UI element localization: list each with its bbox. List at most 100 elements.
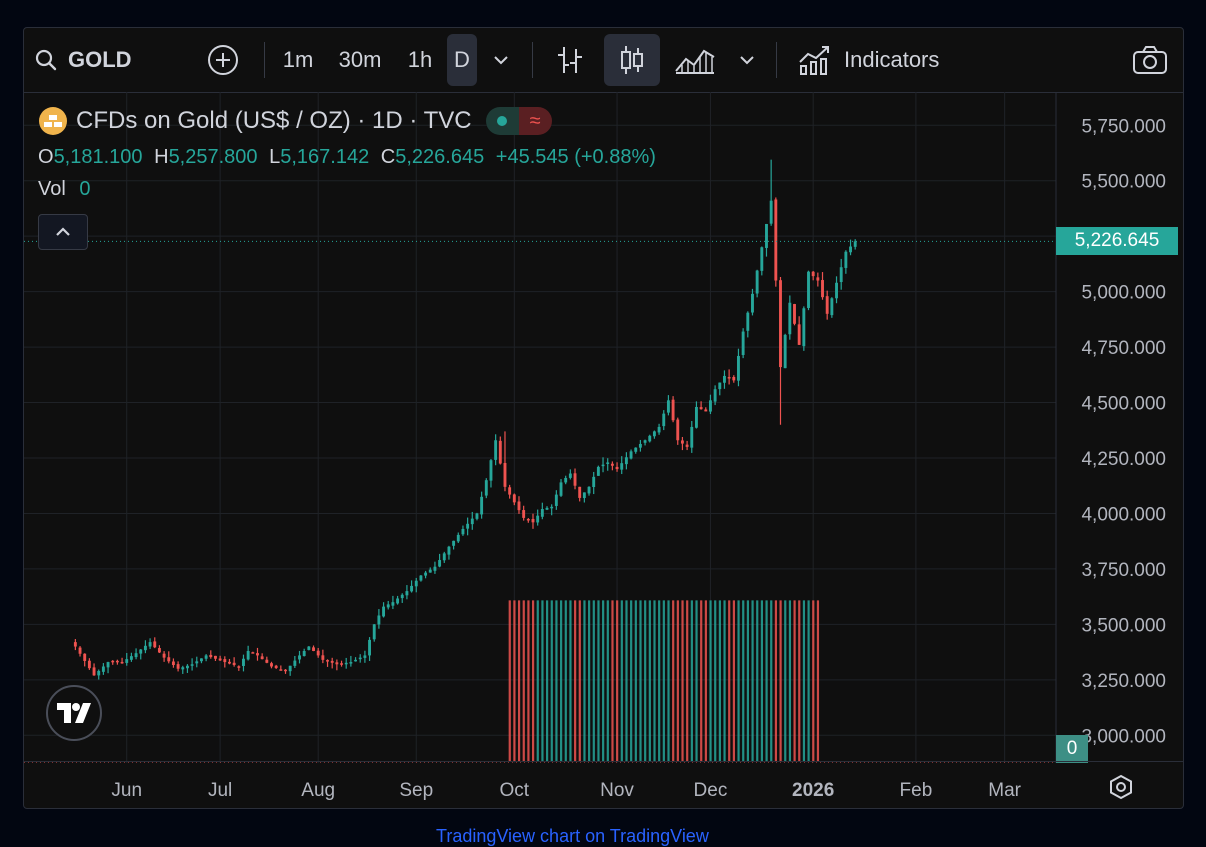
time-tick-label: Oct bbox=[500, 780, 530, 801]
candle-body bbox=[718, 382, 722, 390]
candle-body bbox=[694, 406, 698, 428]
volume-bar bbox=[774, 600, 778, 762]
volume-bar bbox=[555, 600, 558, 762]
volume-bar bbox=[574, 600, 577, 762]
symbol-search[interactable]: GOLD bbox=[34, 28, 144, 92]
volume-bar bbox=[620, 600, 623, 762]
price-tick-label: 3,750.000 bbox=[1081, 560, 1166, 581]
candle-body bbox=[143, 645, 147, 651]
time-tick-label: Jul bbox=[208, 780, 232, 801]
legend: CFDs on Gold (US$ / OZ) · 1D · TVC ≈ bbox=[38, 106, 552, 136]
bars-style-button[interactable] bbox=[550, 28, 590, 92]
interval-1m[interactable]: 1m bbox=[282, 47, 314, 72]
candle-body bbox=[125, 659, 129, 663]
price-tick-label: 4,750.000 bbox=[1081, 338, 1166, 359]
candle-body bbox=[232, 662, 236, 666]
area-style-button[interactable] bbox=[672, 28, 718, 92]
candle-body bbox=[368, 639, 372, 656]
volume-bar bbox=[760, 600, 764, 762]
high-value: 5,257.800 bbox=[168, 146, 258, 168]
candle-body bbox=[643, 440, 647, 443]
candle-body bbox=[737, 355, 740, 381]
volume-bar bbox=[770, 600, 773, 762]
candle-body bbox=[87, 660, 91, 669]
candle-body bbox=[414, 580, 418, 587]
price-tick-label: 3,250.000 bbox=[1081, 671, 1166, 692]
candle-body bbox=[727, 377, 731, 379]
chevron-up-icon bbox=[56, 227, 70, 236]
volume-bar bbox=[714, 600, 717, 762]
candle-body bbox=[629, 451, 633, 459]
interval-1h[interactable]: 1h bbox=[407, 47, 433, 72]
interval-dropdown[interactable] bbox=[486, 28, 516, 92]
candle-body bbox=[298, 655, 301, 660]
indicators-button[interactable]: Indicators bbox=[798, 28, 958, 92]
interval-d[interactable]: D bbox=[447, 34, 477, 86]
candle-body bbox=[582, 492, 586, 499]
settings-hexagon-icon bbox=[1110, 774, 1132, 800]
candles-style-button[interactable] bbox=[604, 34, 660, 86]
price-chart[interactable]: 5,750.0005,500.0005,250.0005,000.0004,75… bbox=[24, 28, 1183, 808]
volume-bar bbox=[513, 600, 516, 762]
volume-bar bbox=[658, 600, 661, 762]
attribution-link[interactable]: TradingView chart on TradingView bbox=[436, 826, 709, 846]
settings-button[interactable] bbox=[1106, 772, 1136, 802]
candle-body bbox=[690, 426, 694, 448]
volume-bar bbox=[546, 600, 549, 762]
bars-icon bbox=[558, 47, 582, 73]
candle-body bbox=[755, 270, 759, 294]
price-tick-label: 5,500.000 bbox=[1081, 172, 1166, 193]
candle-body bbox=[610, 463, 614, 466]
price-tick-label: 5,750.000 bbox=[1081, 116, 1166, 137]
market-open-icon bbox=[485, 107, 519, 135]
separator bbox=[264, 42, 265, 78]
candle-body bbox=[148, 642, 152, 647]
candle-body bbox=[256, 653, 259, 656]
volume-bar bbox=[737, 600, 740, 762]
candle-body bbox=[386, 604, 390, 608]
chart-type-dropdown[interactable] bbox=[732, 28, 762, 92]
volume-bar bbox=[644, 600, 647, 762]
interval-30m[interactable]: 30m bbox=[338, 47, 382, 72]
delayed-data-icon: ≈ bbox=[518, 107, 552, 135]
collapse-legend-button[interactable] bbox=[38, 214, 88, 250]
volume-bar bbox=[611, 600, 614, 762]
tv-logo-icon bbox=[57, 703, 91, 723]
volume-bar bbox=[639, 600, 642, 762]
volume-bar bbox=[742, 600, 745, 762]
time-tick-label: Dec bbox=[694, 780, 728, 801]
screenshot-button[interactable] bbox=[1128, 28, 1172, 92]
candle-body bbox=[704, 409, 708, 412]
candle-body bbox=[237, 666, 241, 668]
candle-body bbox=[274, 665, 278, 668]
candle-body bbox=[849, 246, 852, 253]
candle-body bbox=[498, 440, 502, 464]
candle-body bbox=[167, 657, 171, 662]
volume-bar bbox=[667, 600, 670, 762]
candle-body bbox=[204, 655, 208, 659]
candle-body bbox=[97, 670, 101, 676]
volume-bar bbox=[807, 600, 810, 762]
candle-body bbox=[447, 546, 451, 555]
candle-body bbox=[825, 296, 829, 314]
chevron-down-icon bbox=[494, 56, 508, 65]
candle-body bbox=[699, 407, 703, 410]
candle-body bbox=[101, 666, 105, 672]
time-tick-label: Nov bbox=[600, 780, 634, 801]
volume-bar bbox=[695, 600, 698, 762]
candle-body bbox=[288, 665, 292, 672]
candle-body bbox=[78, 647, 82, 654]
candle-body bbox=[340, 663, 343, 665]
tradingview-logo[interactable] bbox=[46, 685, 102, 741]
volume-bar bbox=[541, 600, 544, 762]
candle-body bbox=[564, 477, 568, 483]
volume-bar bbox=[630, 600, 633, 762]
candle-body bbox=[652, 431, 656, 437]
candle-body bbox=[302, 650, 306, 657]
time-axis: Jun Jul Aug Sep Oct Nov Dec 2026 Feb Mar bbox=[111, 780, 1021, 801]
volume-bar bbox=[560, 600, 563, 762]
candle-body bbox=[171, 661, 175, 666]
status-badge[interactable]: ≈ bbox=[485, 107, 552, 135]
compare-button[interactable] bbox=[204, 28, 242, 92]
candle-body bbox=[662, 413, 666, 427]
